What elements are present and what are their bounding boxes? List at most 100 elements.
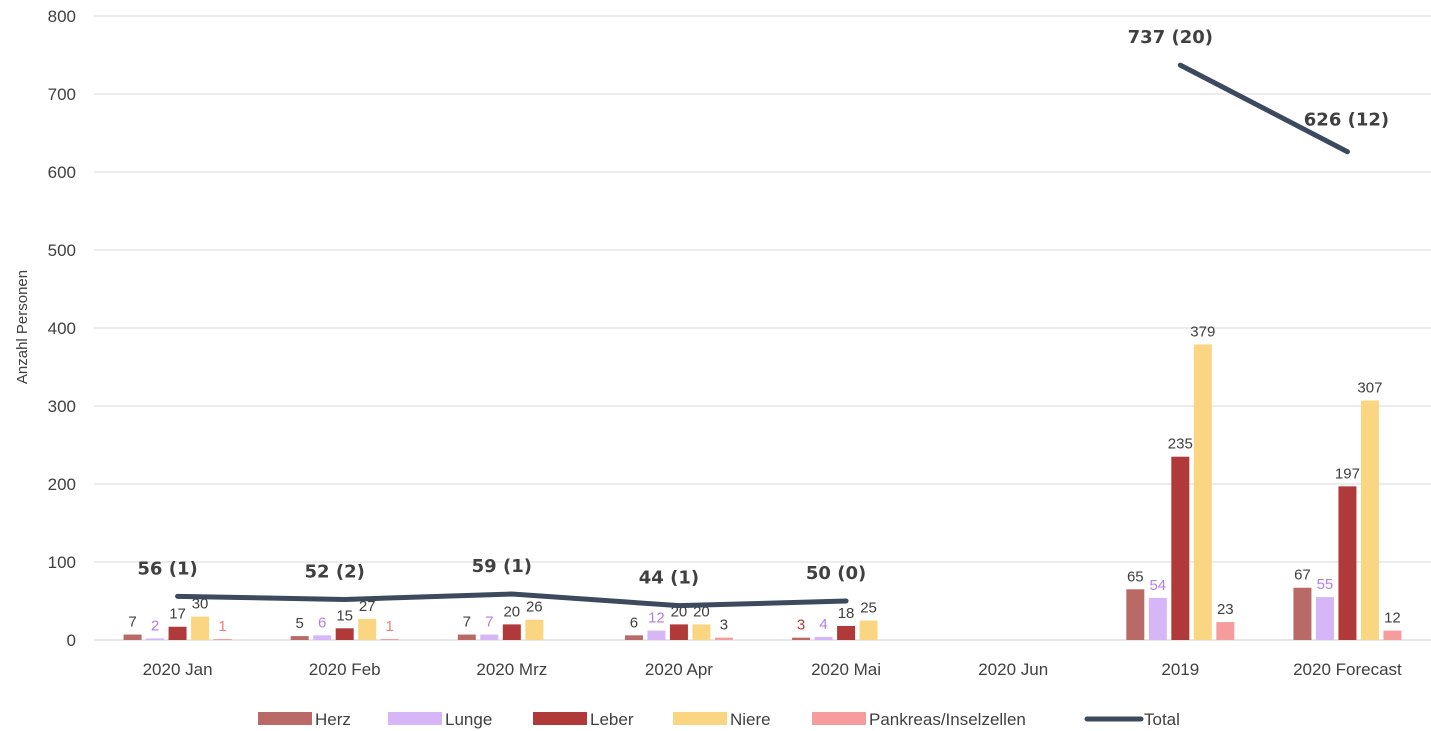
bar-lunge [1148,597,1167,640]
data-label: 65 [1127,568,1144,585]
x-tick-label: 2020 Feb [309,660,381,679]
data-label: 5 [296,615,304,632]
bar-niere [1360,400,1379,640]
data-label: 15 [336,607,353,624]
data-label: 307 [1357,380,1382,397]
bar-herz [792,637,811,640]
total-label: 59 (1) [472,556,532,577]
bar-herz [1126,589,1145,640]
bar-herz [1293,587,1312,640]
data-label: 12 [1384,610,1401,627]
data-label: 54 [1149,577,1166,594]
total-label: 44 (1) [639,568,699,589]
bar-niere [358,618,377,640]
bar-niere [1193,344,1212,640]
legend: Herz Lunge Leber Niere Pankreas/Inselzellen T… [258,710,1180,729]
total-label: 626 (12) [1304,110,1389,131]
data-label: 197 [1335,465,1360,482]
data-label: 27 [359,598,376,615]
y-tick-label: 600 [48,163,76,182]
bar-pankreas-inselzellen [1216,622,1235,640]
bar-pankreas-inselzellen [714,637,733,640]
total-line-segment [1177,62,1350,155]
data-label: 12 [648,610,665,627]
bar-herz [624,635,643,640]
bar-pankreas-inselzellen [1383,630,1402,640]
legend-label: Leber [590,710,634,729]
data-label: 3 [720,617,728,634]
legend-label: Lunge [445,710,492,729]
y-tick-label: 500 [48,241,76,260]
y-tick-label: 200 [48,475,76,494]
bar-leber [1338,486,1357,640]
data-label: 4 [819,616,827,633]
bar-leber [335,628,354,640]
legend-label: Total [1144,710,1180,729]
total-label: 737 (20) [1128,27,1213,48]
data-label: 379 [1190,323,1215,340]
data-label: 20 [503,603,520,620]
bar-lunge [480,634,499,640]
bar-pankreas-inselzellen [380,639,399,640]
data-label: 30 [192,596,209,613]
bars [123,344,1402,640]
total-line [175,62,1350,609]
bar-niere [191,616,210,640]
y-tick-label: 300 [48,397,76,416]
data-label: 23 [1217,601,1234,618]
bar-niere [859,620,878,640]
x-tick-label: 2020 Jan [143,660,213,679]
x-tick-label: 2020 Mai [811,660,881,679]
bar-herz [457,634,476,640]
legend-label: Herz [315,710,351,729]
data-label: 17 [169,606,186,623]
data-label: 55 [1317,576,1334,593]
bar-lunge [814,636,833,640]
bar-herz [290,636,309,640]
bar-niere [525,619,544,640]
data-label: 7 [485,614,493,631]
total-label: 56 (1) [137,558,197,579]
y-tick-label: 400 [48,319,76,338]
y-axis-ticks: 0 100 200 300 400 500 600 700 800 [48,7,76,650]
x-tick-label: 2020 Jun [978,660,1048,679]
bar-pankreas-inselzellen [213,639,232,640]
legend-swatch [388,712,442,725]
y-tick-label: 0 [67,631,76,650]
y-axis-label: Anzahl Personen [14,270,31,384]
bar-leber [837,625,856,640]
legend-swatch [812,712,866,725]
legend-label: Niere [730,710,771,729]
gridlines [94,15,1431,641]
total-line-segment [175,591,849,609]
data-label: 3 [797,617,805,634]
legend-swatch [673,712,727,725]
data-label: 7 [463,614,471,631]
x-tick-label: 2020 Apr [645,660,713,679]
data-label: 1 [386,618,394,635]
y-tick-label: 700 [48,85,76,104]
data-label: 18 [838,605,855,622]
total-label: 52 (2) [305,561,365,582]
bar-lunge [1315,597,1334,640]
data-label: 26 [526,599,543,616]
y-tick-label: 100 [48,553,76,572]
data-label: 6 [318,614,326,631]
bar-lunge [647,630,666,640]
legend-swatch [533,712,587,725]
x-tick-label: 2020 Mrz [476,660,547,679]
x-tick-label: 2020 Forecast [1293,660,1402,679]
bar-lunge [313,635,332,640]
bar-niere [692,624,711,640]
data-label: 2 [151,617,159,634]
bar-leber [502,624,521,640]
data-label: 7 [128,614,136,631]
bar-herz [123,634,142,640]
data-label: 1 [218,618,226,635]
bar-leber [1171,456,1190,640]
x-axis-categories: 2020 Jan 2020 Feb 2020 Mrz 2020 Apr 2020 Mai… [143,660,1402,679]
bar-leber [168,626,187,640]
data-label: 235 [1168,436,1193,453]
